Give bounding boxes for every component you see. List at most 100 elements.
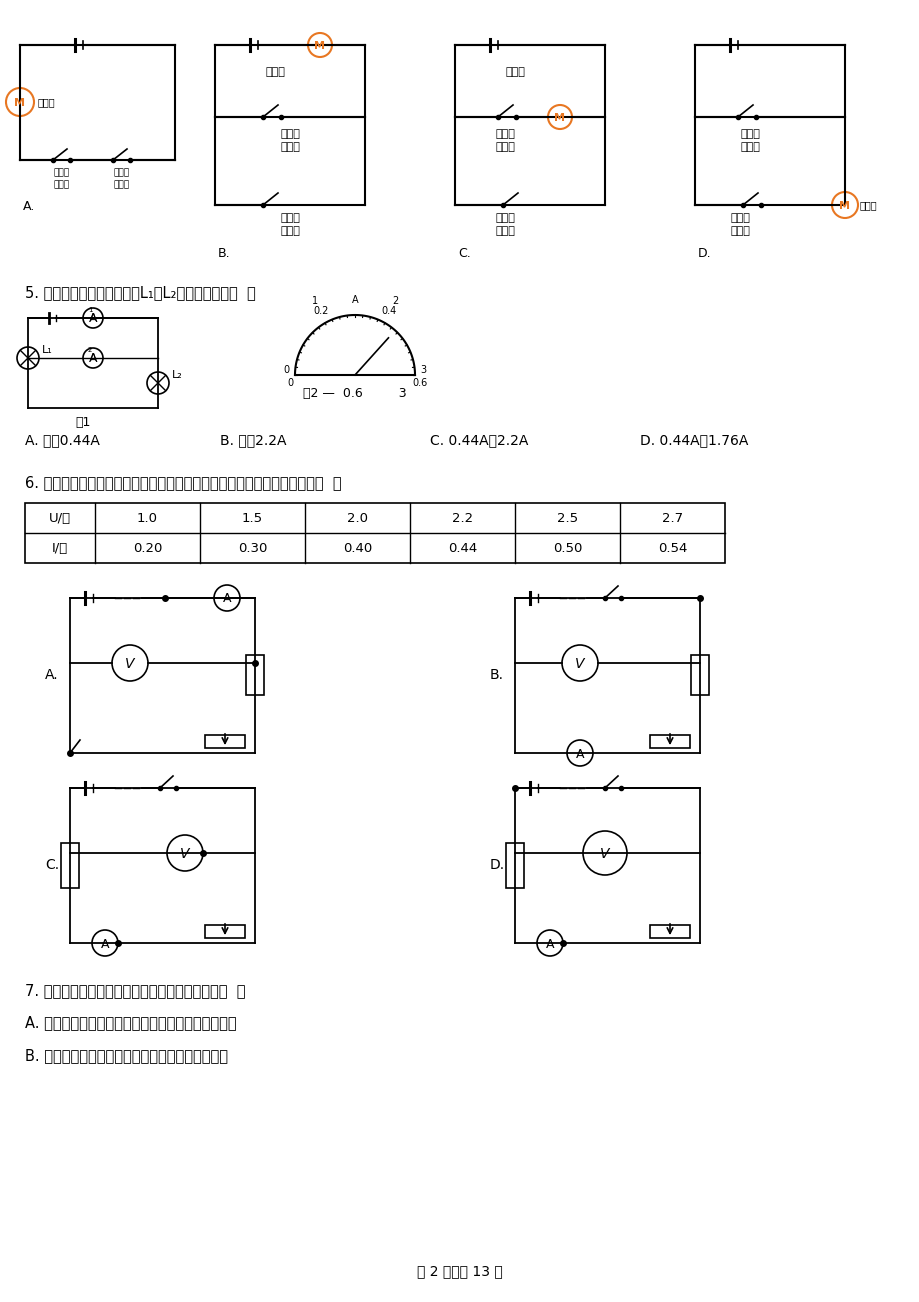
Bar	[505, 842, 524, 888]
Text: A: A	[88, 353, 97, 366]
Text: 2.7: 2.7	[661, 512, 682, 525]
Text: A: A	[351, 296, 357, 305]
Text: 2: 2	[391, 296, 398, 306]
Circle shape	[214, 585, 240, 611]
Text: D.: D.	[698, 247, 711, 260]
Bar	[650, 924, 689, 937]
Text: 人脸信: 人脸信	[730, 214, 749, 223]
Circle shape	[92, 930, 118, 956]
Text: 息开关: 息开关	[54, 180, 70, 189]
Text: 1: 1	[88, 307, 93, 312]
Circle shape	[308, 33, 332, 57]
Circle shape	[831, 191, 857, 217]
Bar	[650, 736, 689, 749]
Text: 图1: 图1	[75, 417, 91, 428]
Text: C.: C.	[458, 247, 471, 260]
Text: A.: A.	[45, 668, 59, 682]
Text: 0: 0	[287, 378, 293, 388]
Text: A. 通过用电器的电流做功越多，则用电器功率就越大: A. 通过用电器的电流做功越多，则用电器功率就越大	[25, 1016, 236, 1030]
Text: B.: B.	[218, 247, 231, 260]
Text: 1.0: 1.0	[137, 512, 158, 525]
Text: A: A	[575, 747, 584, 760]
Text: 1.5: 1.5	[242, 512, 263, 525]
Bar	[205, 924, 244, 937]
Text: C.: C.	[45, 858, 59, 872]
Circle shape	[147, 372, 169, 395]
Text: 电动机: 电动机	[859, 201, 877, 210]
Text: 图2 —  0.6         3: 图2 — 0.6 3	[303, 387, 406, 400]
Text: B.: B.	[490, 668, 504, 682]
Text: I/安: I/安	[51, 542, 68, 555]
Text: M: M	[839, 201, 849, 211]
Text: V: V	[125, 658, 134, 671]
Text: 身份信: 身份信	[279, 129, 300, 139]
Text: 息开关: 息开关	[730, 227, 749, 236]
Text: 0.20: 0.20	[132, 542, 162, 555]
Text: 2: 2	[88, 348, 92, 353]
Text: 0.30: 0.30	[237, 542, 267, 555]
Text: 息开关: 息开关	[279, 142, 300, 152]
Text: D.: D.	[490, 858, 505, 872]
Text: 2.2: 2.2	[451, 512, 472, 525]
Text: 第 2 页，共 13 页: 第 2 页，共 13 页	[416, 1264, 503, 1279]
Text: 2.5: 2.5	[556, 512, 577, 525]
Text: 人脸信: 人脸信	[494, 214, 515, 223]
Circle shape	[17, 348, 39, 368]
Circle shape	[537, 930, 562, 956]
Text: C. 0.44A、2.2A: C. 0.44A、2.2A	[429, 434, 528, 447]
Text: M: M	[554, 113, 565, 122]
Circle shape	[83, 348, 103, 368]
Bar	[690, 655, 709, 695]
Text: 身份信: 身份信	[739, 129, 759, 139]
Text: 1: 1	[312, 296, 318, 306]
Text: A: A	[101, 937, 109, 950]
Text: 息开关: 息开关	[494, 142, 515, 152]
Circle shape	[566, 740, 593, 766]
Text: 7. 下列关于电功、电功率的一些说法中正确的是（  ）: 7. 下列关于电功、电功率的一些说法中正确的是（ ）	[25, 983, 245, 999]
Text: D. 0.44A、1.76A: D. 0.44A、1.76A	[640, 434, 747, 447]
Text: 0.50: 0.50	[552, 542, 582, 555]
Text: A: A	[545, 937, 553, 950]
Circle shape	[583, 831, 627, 875]
Bar	[25, 503, 724, 562]
Text: M: M	[15, 98, 26, 108]
Text: 电动机: 电动机	[38, 98, 55, 107]
Text: 0.6: 0.6	[412, 378, 427, 388]
Text: M: M	[314, 40, 325, 51]
Bar	[61, 842, 79, 888]
Circle shape	[548, 105, 572, 129]
Text: 息开关: 息开关	[114, 180, 130, 189]
Text: A: A	[222, 592, 231, 605]
Circle shape	[112, 644, 148, 681]
Text: 息开关: 息开关	[279, 227, 300, 236]
Text: L₂: L₂	[172, 370, 183, 380]
Text: 身份信: 身份信	[54, 168, 70, 177]
Text: U/伏: U/伏	[49, 512, 71, 525]
Text: 0.40: 0.40	[343, 542, 371, 555]
Text: V: V	[574, 658, 584, 671]
Circle shape	[83, 309, 103, 328]
Text: 0.44: 0.44	[448, 542, 477, 555]
Text: 6. 请根据下表给出的多组电压表和电流表的数据分析判断，该电路可能是（  ）: 6. 请根据下表给出的多组电压表和电流表的数据分析判断，该电路可能是（ ）	[25, 475, 341, 490]
Text: 0.4: 0.4	[381, 306, 396, 316]
Text: 2.0: 2.0	[346, 512, 368, 525]
Circle shape	[167, 835, 203, 871]
Circle shape	[6, 89, 34, 116]
Text: 0.2: 0.2	[313, 306, 328, 316]
Text: 电动机: 电动机	[265, 66, 285, 77]
Text: 息开关: 息开关	[739, 142, 759, 152]
Text: 5. 两表示数偏转都如图，则L₁和L₂的电流分别是（  ）: 5. 两表示数偏转都如图，则L₁和L₂的电流分别是（ ）	[25, 285, 255, 299]
Text: V: V	[180, 848, 189, 861]
Text: 0: 0	[284, 365, 289, 375]
Text: A: A	[89, 353, 96, 363]
Text: V: V	[599, 848, 609, 861]
Text: A. 都是0.44A: A. 都是0.44A	[25, 434, 100, 447]
Text: A: A	[88, 312, 97, 326]
Text: 0.54: 0.54	[657, 542, 686, 555]
Text: 身份信: 身份信	[494, 129, 515, 139]
Text: A.: A.	[23, 201, 35, 214]
Text: 息开关: 息开关	[494, 227, 515, 236]
Text: 人脸信: 人脸信	[279, 214, 300, 223]
Circle shape	[562, 644, 597, 681]
Bar	[205, 736, 244, 749]
